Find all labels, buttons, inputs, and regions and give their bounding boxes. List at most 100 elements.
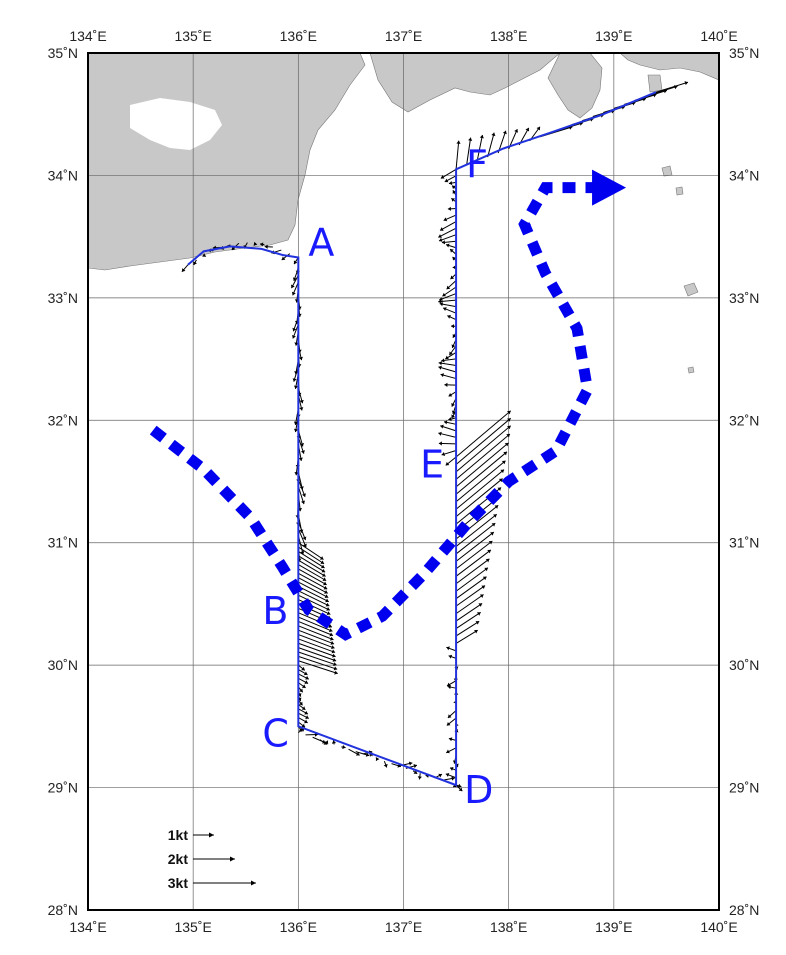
vector-arrow bbox=[455, 611, 481, 629]
vector-arrow bbox=[348, 748, 360, 756]
station-label-e: E bbox=[420, 442, 444, 486]
vector-arrow bbox=[438, 234, 457, 242]
vector-arrow bbox=[298, 669, 308, 676]
vector-arrow bbox=[281, 253, 291, 261]
vector-arrow bbox=[298, 712, 310, 720]
station-labels: A B C D E F bbox=[262, 142, 493, 812]
vector-arrow bbox=[297, 521, 307, 541]
vector-arrow bbox=[442, 307, 457, 314]
lat-label-left-0: 35˚N bbox=[48, 45, 78, 61]
lat-label-left-4: 31˚N bbox=[48, 535, 78, 551]
vector-arrow bbox=[455, 140, 461, 170]
vector-arrow bbox=[298, 555, 326, 573]
vector-arrow bbox=[264, 244, 273, 249]
island-5 bbox=[687, 366, 695, 374]
vector-arrow bbox=[447, 315, 457, 321]
vector-arrow bbox=[298, 616, 333, 633]
vector-arrow bbox=[298, 620, 334, 637]
vector-arrow bbox=[448, 654, 457, 659]
station-label-d: D bbox=[464, 768, 493, 812]
lat-label-right-5: 30˚N bbox=[729, 657, 759, 673]
vector-arrow bbox=[449, 766, 457, 771]
latitude-labels-right: 35˚N 34˚N 33˚N 32˚N 31˚N 30˚N 29˚N 28˚N bbox=[729, 45, 759, 918]
vector-arrow bbox=[298, 647, 337, 662]
vector-arrow bbox=[441, 449, 457, 457]
island-2 bbox=[661, 165, 673, 177]
station-label-b: B bbox=[262, 589, 288, 633]
vector-arrow bbox=[417, 773, 422, 780]
vector-arrow bbox=[445, 351, 457, 360]
vector-arrow bbox=[446, 646, 457, 652]
vector-arrow bbox=[455, 576, 487, 600]
vector-arrow bbox=[259, 242, 265, 247]
vector-arrow bbox=[298, 564, 327, 582]
lat-label-left-1: 34˚N bbox=[48, 167, 78, 183]
lon-label-bottom-2: 136˚E bbox=[280, 919, 317, 935]
vector-arrow bbox=[341, 745, 346, 750]
vector-arrow bbox=[298, 664, 306, 671]
vector-arrow bbox=[445, 243, 457, 249]
vector-arrow bbox=[455, 540, 493, 570]
vector-arrow bbox=[455, 417, 512, 465]
vector-arrow bbox=[298, 642, 336, 658]
vector-arrow bbox=[455, 594, 484, 615]
vector-arrow bbox=[455, 433, 511, 480]
island-1 bbox=[647, 74, 663, 93]
vector-arrow bbox=[455, 585, 486, 607]
vector-arrow bbox=[442, 286, 457, 297]
vector-arrow bbox=[449, 248, 457, 255]
vector-arrow bbox=[298, 677, 309, 684]
vector-arrow bbox=[298, 542, 324, 560]
vector-arrow bbox=[441, 358, 457, 363]
vector-arrow bbox=[298, 708, 309, 715]
vector-arrow bbox=[455, 522, 496, 555]
lat-label-right-2: 33˚N bbox=[729, 290, 759, 306]
vector-arrow bbox=[298, 577, 328, 594]
vector-arrow bbox=[441, 240, 457, 245]
station-label-f: F bbox=[466, 142, 488, 186]
vector-arrow bbox=[455, 567, 489, 592]
vector-arrow bbox=[298, 572, 328, 590]
lat-label-right-3: 32˚N bbox=[729, 412, 759, 428]
lon-label-top-2: 136˚E bbox=[280, 28, 317, 44]
vector-arrow bbox=[331, 740, 337, 745]
legend-arrow-1kt bbox=[193, 832, 214, 838]
vector-arrow bbox=[438, 365, 457, 373]
vector-arrow bbox=[319, 739, 328, 745]
vector-arrow bbox=[446, 717, 457, 726]
latitude-labels-left: 35˚N 34˚N 33˚N 32˚N 31˚N 30˚N 29˚N 28˚N bbox=[48, 45, 78, 918]
vector-arrow bbox=[445, 747, 457, 754]
lon-label-top-5: 139˚E bbox=[595, 28, 632, 44]
vector-arrow bbox=[455, 629, 478, 644]
vector-arrow bbox=[443, 214, 457, 222]
vector-arrow bbox=[298, 660, 338, 675]
lon-label-bottom-5: 139˚E bbox=[595, 919, 632, 935]
vector-arrow bbox=[439, 293, 457, 301]
vector-arrow bbox=[455, 603, 483, 622]
lon-label-top-0: 134˚E bbox=[69, 28, 106, 44]
tokyo-bay-land bbox=[619, 53, 719, 81]
vector-arrow bbox=[375, 757, 380, 761]
vector-arrow bbox=[466, 137, 473, 166]
lon-label-bottom-4: 138˚E bbox=[490, 919, 527, 935]
vector-arrow bbox=[448, 345, 457, 356]
vector-arrow bbox=[455, 442, 509, 488]
vector-arrow bbox=[439, 302, 457, 308]
vector-arrow bbox=[447, 710, 457, 719]
izu-peninsula-land bbox=[547, 53, 603, 119]
vector-arrow bbox=[444, 175, 457, 183]
lat-label-right-7: 28˚N bbox=[729, 902, 759, 918]
vector-arrow bbox=[439, 221, 457, 231]
vector-arrow bbox=[455, 620, 480, 637]
kuroshio-path-line bbox=[149, 182, 599, 641]
lon-label-bottom-6: 140˚E bbox=[700, 919, 737, 935]
station-label-a: A bbox=[308, 220, 334, 264]
vector-arrow bbox=[447, 206, 457, 211]
vector-arrow bbox=[297, 479, 306, 498]
vector-arrow bbox=[455, 531, 495, 562]
vector-arrow bbox=[438, 227, 457, 238]
vector-arrow bbox=[455, 451, 508, 495]
vector-arrow bbox=[455, 784, 463, 792]
vector-arrow bbox=[438, 431, 457, 438]
